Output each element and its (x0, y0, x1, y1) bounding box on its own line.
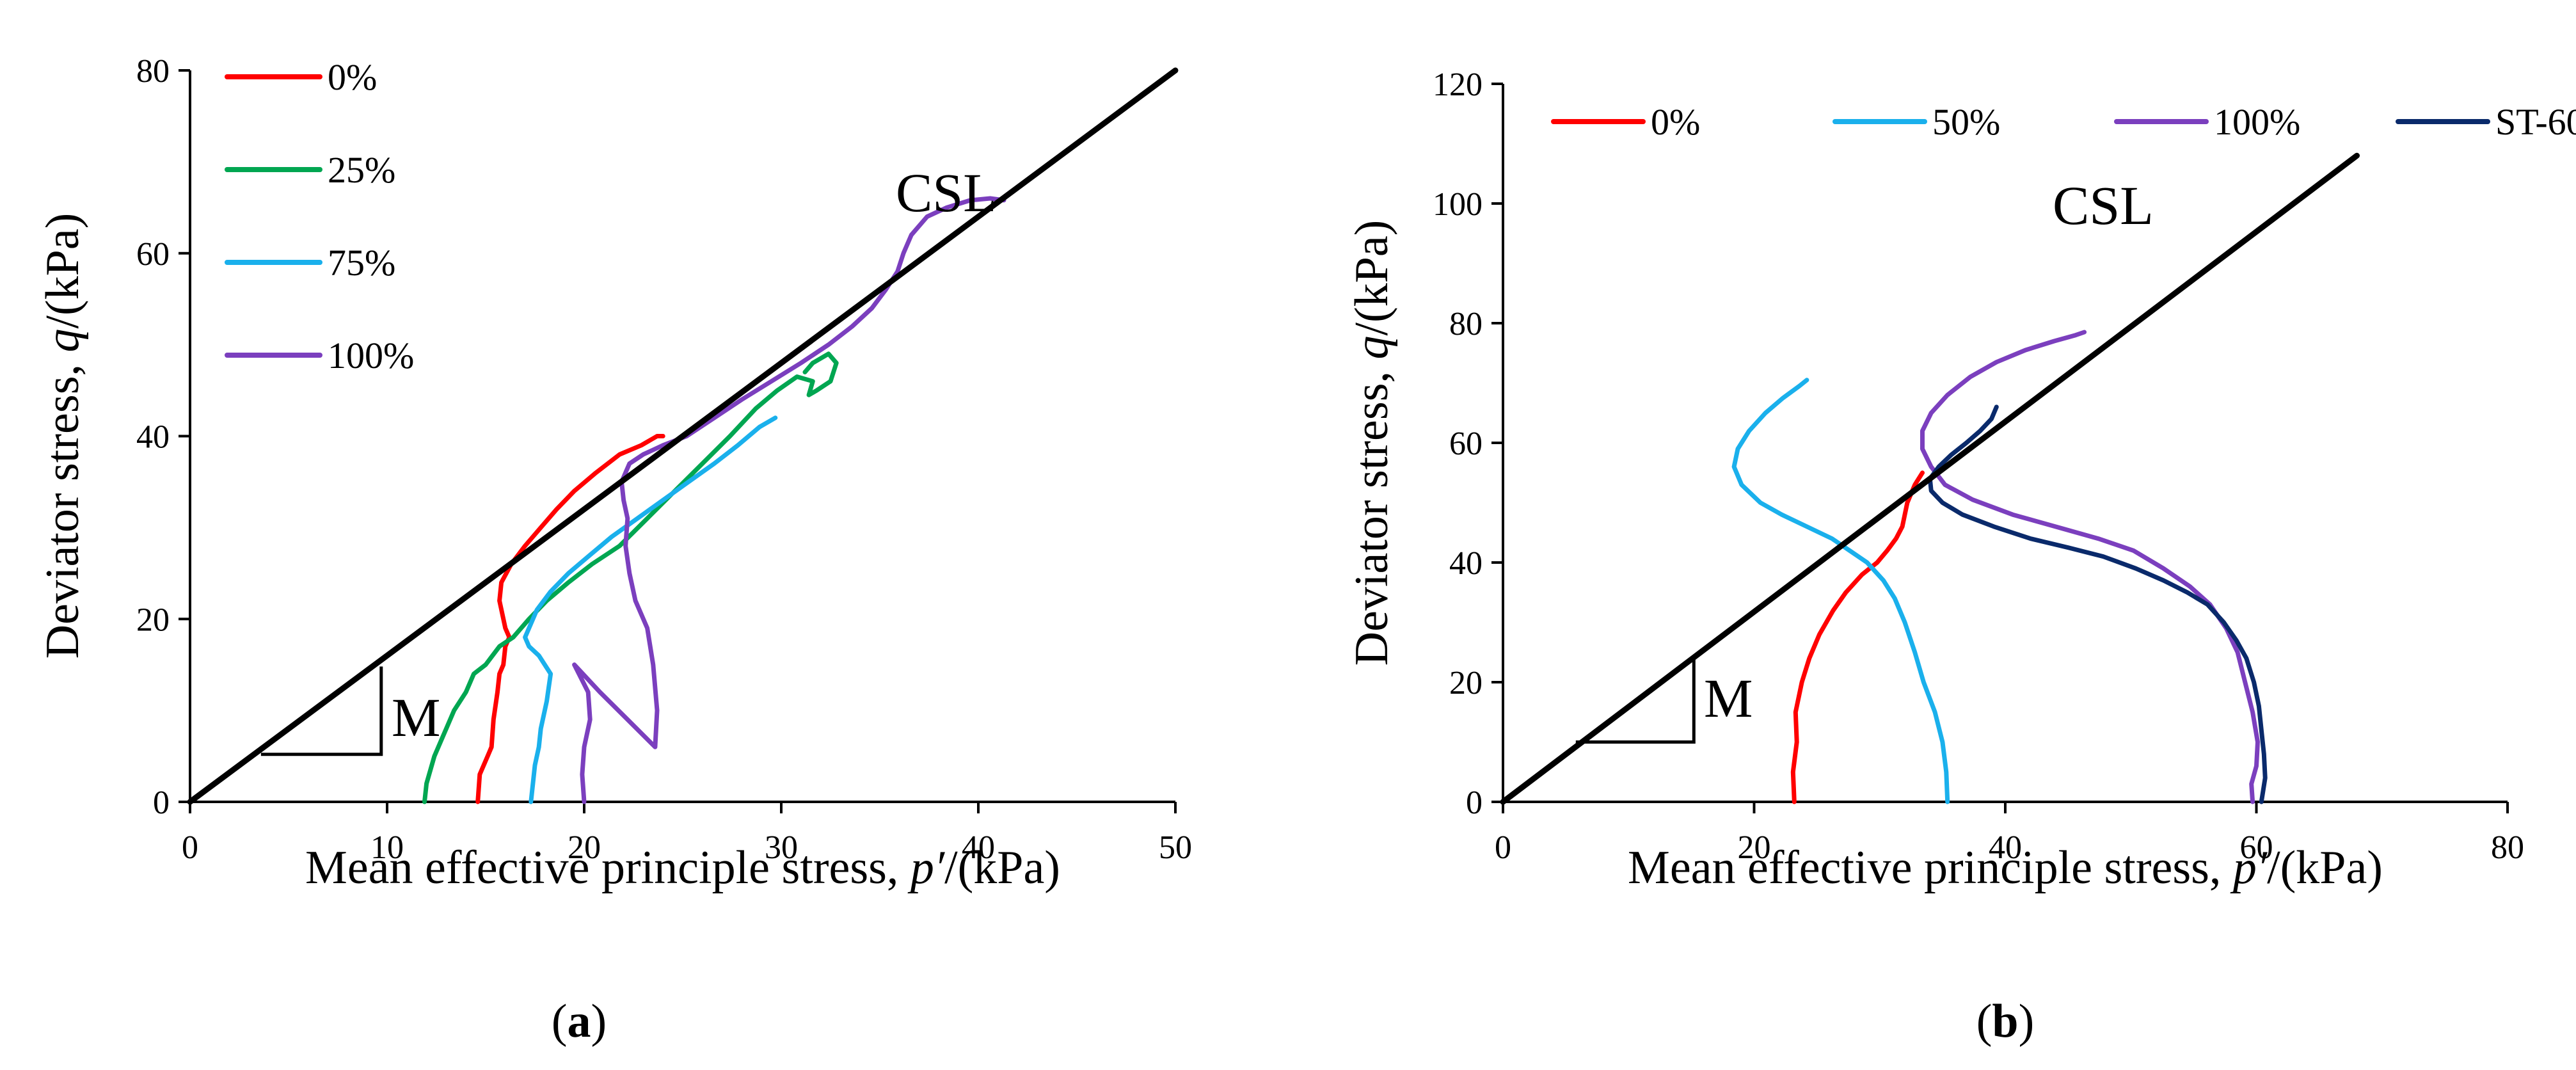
legend-label: 100% (2214, 101, 2300, 143)
y-axis-title-b: Deviator stress, q/(kPa) (1346, 220, 1398, 666)
series-line-75pct (523, 415, 778, 804)
series-group-a (422, 196, 1006, 804)
legend-label: 75% (328, 242, 395, 283)
legend-label: 100% (328, 335, 414, 376)
slope-label-a: M (392, 687, 440, 748)
x-tick-label: 50 (1159, 829, 1192, 866)
decor-a: CSL M (187, 67, 1179, 805)
legend-label: ST-60 (2495, 101, 2576, 143)
csl-line-a (187, 67, 1179, 805)
chart-panel-b: 0 20 40 60 80 0 20 40 60 80 100 120 CSL M 0% 50% 100% S… (1346, 67, 2576, 1048)
x-axis-title-b: Mean effective principle stress, p′/(kPa… (1628, 842, 2383, 894)
x-tick-label: 20 (568, 829, 601, 866)
csl-label-a: CSL (896, 162, 997, 223)
y-tick-label: 20 (1449, 665, 1483, 701)
legend-label: 25% (328, 149, 395, 191)
slope-triangle-b (1575, 659, 1696, 744)
x-tick-label: 30 (765, 829, 798, 866)
csl-line-b (1500, 152, 2360, 805)
legend-b: 0% 50% 100% ST-60 (1551, 101, 2576, 143)
y-tick-label: 80 (136, 53, 170, 90)
slope-label-b: M (1704, 667, 1753, 729)
y-tick-label: 40 (136, 419, 170, 456)
decor-b: CSL M (1500, 152, 2360, 805)
y-tick-label: 20 (136, 602, 170, 638)
series-line-100pct (572, 196, 1006, 804)
series-line-25pct (422, 351, 839, 804)
y-tick-label: 80 (1449, 306, 1483, 342)
csl-label-b: CSL (2053, 175, 2154, 236)
series-line-50pct (1731, 378, 1950, 804)
y-tick-label: 60 (1449, 426, 1483, 462)
x-tick-label: 0 (1495, 829, 1511, 866)
series-line-st-60 (1927, 404, 2268, 804)
legend-a: 0% 25% 75% 100% (225, 56, 414, 376)
y-tick-label: 120 (1433, 67, 1483, 103)
x-tick-label: 40 (962, 829, 995, 866)
x-tick-label: 80 (2491, 829, 2524, 866)
chart-panel-a: 0 10 20 30 40 50 0 20 40 60 80 CSL M 0% 25% 75% 100% M… (36, 53, 1192, 1048)
x-tick-label: 40 (1989, 829, 2022, 866)
slope-triangle-a (260, 666, 383, 756)
legend-label: 0% (328, 56, 377, 98)
caption-b: (b) (1976, 995, 2034, 1048)
legend-label: 0% (1651, 101, 1700, 143)
legend-label: 50% (1932, 101, 2000, 143)
y-tick-label: 0 (153, 785, 170, 821)
x-axis-title-a: Mean effective principle stress, p′/(kPa… (305, 842, 1060, 894)
axes-a: 0 10 20 30 40 50 0 20 40 60 80 (136, 53, 1192, 866)
x-tick-label: 60 (2240, 829, 2273, 866)
y-tick-label: 0 (1466, 785, 1483, 821)
y-tick-label: 40 (1449, 545, 1483, 582)
x-tick-label: 20 (1738, 829, 1771, 866)
series-group-b (1731, 330, 2268, 804)
y-axis-title-a: Deviator stress, q/(kPa) (36, 213, 89, 659)
series-line-0pct (475, 434, 665, 804)
x-tick-label: 0 (182, 829, 198, 866)
y-tick-label: 60 (136, 236, 170, 273)
caption-a: (a) (552, 995, 607, 1048)
y-tick-label: 100 (1433, 186, 1483, 223)
series-line-100pct (1920, 330, 2260, 804)
x-tick-label: 10 (370, 829, 404, 866)
axes-b: 0 20 40 60 80 0 20 40 60 80 100 120 (1433, 67, 2524, 866)
series-line-0pct (1790, 470, 1925, 804)
